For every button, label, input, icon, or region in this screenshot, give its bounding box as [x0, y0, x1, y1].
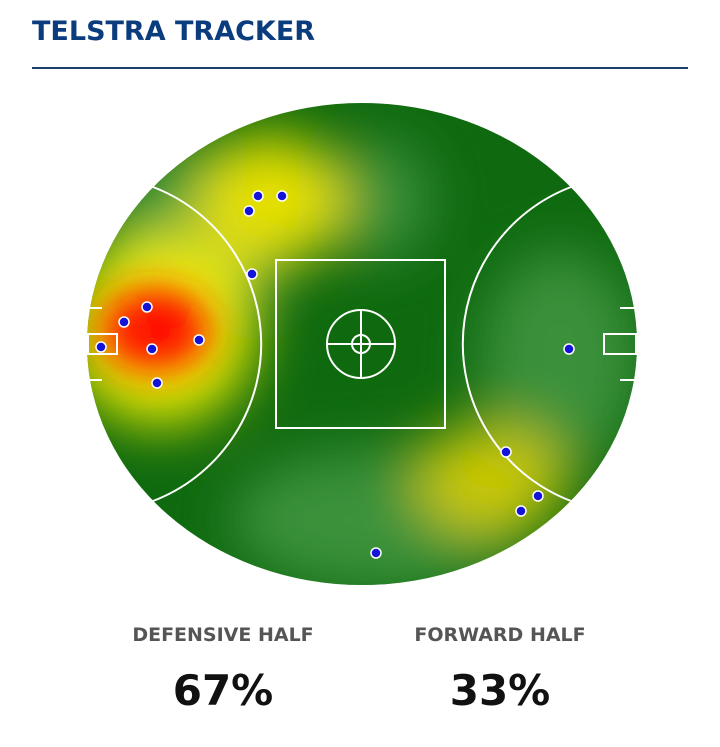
heatmap-field [87, 103, 637, 585]
stat-value: 67% [172, 666, 274, 715]
divider [32, 67, 688, 69]
stat-label: FORWARD HALF [414, 624, 586, 646]
stat-defensive: DEFENSIVE HALF 67% [83, 624, 363, 715]
field-lines [87, 186, 637, 502]
title: TELSTRA TRACKER [32, 16, 316, 47]
possession-dots [95, 190, 575, 559]
stat-forward: FORWARD HALF 33% [360, 624, 640, 715]
stat-label: DEFENSIVE HALF [132, 624, 314, 646]
heat-layer [87, 103, 637, 585]
stat-value: 33% [449, 666, 551, 715]
